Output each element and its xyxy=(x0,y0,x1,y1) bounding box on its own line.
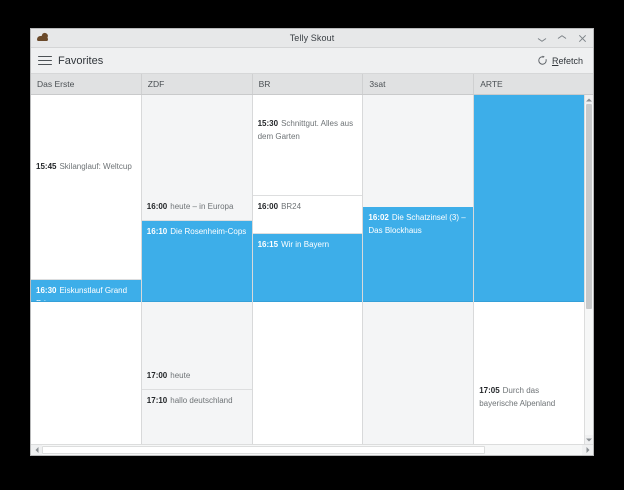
scroll-right-arrow[interactable] xyxy=(582,445,593,455)
program-cell[interactable]: 16:00 BR24 xyxy=(252,196,363,234)
channel-header-das-erste[interactable]: Das Erste xyxy=(31,74,141,94)
channel-name: Das Erste xyxy=(37,79,75,89)
vertical-scrollbar[interactable] xyxy=(584,95,593,444)
program-title: Eiskunstlauf Grand Prix xyxy=(36,286,128,301)
channel-name: 3sat xyxy=(369,79,386,89)
program-time: 17:10 xyxy=(146,396,168,405)
program-cell[interactable]: 17:10 hallo deutschland xyxy=(142,390,252,444)
program-title: BR24 xyxy=(281,202,302,211)
program-title: Durch das bayerische Alpenland xyxy=(479,386,556,408)
program-time: 16:15 xyxy=(257,240,279,249)
program-title: hallo deutschland xyxy=(170,396,233,405)
program-title: heute xyxy=(170,371,191,380)
program-time: 17:00 xyxy=(146,371,168,380)
program-cell[interactable] xyxy=(31,406,141,444)
horizontal-scroll-thumb[interactable] xyxy=(42,446,485,454)
program-title: Die Rosenheim-Cops xyxy=(170,227,247,236)
channel-header-3sat[interactable]: 3sat xyxy=(362,74,473,94)
tv-antenna-icon xyxy=(35,30,51,46)
program-time: 16:30 xyxy=(36,286,57,295)
refetch-label-rest: efetch xyxy=(558,55,583,66)
channel-header-row: Das Erste ZDF BR 3sat ARTE xyxy=(31,74,593,95)
channel-column-3sat: 16:02 Die Schatzinsel (3) – Das Blockhaus xyxy=(362,95,474,444)
channel-name: ZDF xyxy=(147,79,165,89)
main-toolbar: Favorites Refetch xyxy=(31,48,593,74)
program-title: Wir in Bayern xyxy=(281,240,330,249)
channel-header-arte[interactable]: ARTE xyxy=(473,74,584,94)
vertical-scroll-thumb[interactable] xyxy=(586,104,592,310)
program-cell[interactable] xyxy=(474,95,584,302)
program-title: heute – in Europa xyxy=(170,202,234,211)
hamburger-menu-icon[interactable] xyxy=(38,55,52,67)
program-title: Schnittgut. Alles aus dem Garten xyxy=(257,119,354,141)
program-cell[interactable]: 16:00 heute – in Europa xyxy=(141,196,252,221)
application-window: Telly Skout Favorites Refetch Das Erste … xyxy=(30,28,594,456)
channel-column-arte: 17:05 Durch das bayerische Alpenland xyxy=(473,95,584,444)
refetch-button[interactable]: Refetch xyxy=(534,53,586,68)
channel-column-das-erste: 15:45 Skilanglauf: Weltcup 16:30 Eiskunstl… xyxy=(31,95,141,444)
refetch-accel-letter: R xyxy=(551,55,559,66)
program-cell[interactable]: 17:00 heute xyxy=(141,365,252,390)
program-time: 16:02 xyxy=(368,213,389,222)
channel-column-zdf: 16:00 heute – in Europa 16:10 Die Rosenhei… xyxy=(140,95,252,444)
program-cell[interactable]: 16:10 Die Rosenheim-Cops xyxy=(141,221,252,302)
program-time: 16:00 xyxy=(257,202,279,211)
channel-header-zdf[interactable]: ZDF xyxy=(140,74,252,94)
program-cell[interactable]: 15:45 Skilanglauf: Weltcup xyxy=(31,156,141,280)
scroll-down-arrow[interactable] xyxy=(585,435,593,444)
program-title: Skilanglauf: Weltcup xyxy=(59,162,132,171)
window-titlebar[interactable]: Telly Skout xyxy=(31,29,593,48)
channel-name: ARTE xyxy=(480,79,503,89)
channel-columns: 15:45 Skilanglauf: Weltcup 16:30 Eiskunstl… xyxy=(31,95,584,444)
program-time: 17:05 xyxy=(479,386,500,395)
scroll-left-arrow[interactable] xyxy=(31,445,42,455)
program-title: Die Schatzinsel (3) – Das Blockhaus xyxy=(368,213,466,235)
program-time: 16:10 xyxy=(146,227,168,236)
maximize-button[interactable] xyxy=(557,33,568,44)
horizontal-scroll-track[interactable] xyxy=(42,445,582,455)
refresh-icon xyxy=(538,55,547,65)
program-cell[interactable]: 15:30 Schnittgut. Alles aus dem Garten xyxy=(252,113,363,196)
program-cell[interactable]: 17:05 Durch das bayerische Alpenland xyxy=(474,380,584,444)
program-time: 15:30 xyxy=(257,119,279,128)
page-title: Favorites xyxy=(58,54,104,67)
channel-name: BR xyxy=(258,79,271,89)
horizontal-scrollbar[interactable] xyxy=(31,444,593,455)
program-time: 16:00 xyxy=(146,202,168,211)
channel-header-br[interactable]: BR xyxy=(251,74,363,94)
program-guide-grid: 15:45 Skilanglauf: Weltcup 16:30 Eiskunstl… xyxy=(31,95,593,444)
program-cell[interactable]: 16:02 Die Schatzinsel (3) – Das Blockhaus xyxy=(363,207,474,302)
vertical-scroll-track[interactable] xyxy=(585,104,593,435)
scroll-up-arrow[interactable] xyxy=(585,95,593,104)
minimize-button[interactable] xyxy=(537,33,548,44)
refetch-label: Refetch xyxy=(552,56,583,66)
window-title: Telly Skout xyxy=(289,33,335,43)
program-cell[interactable]: 16:15 Wir in Bayern xyxy=(252,234,363,302)
program-time: 15:45 xyxy=(36,162,57,171)
close-button[interactable] xyxy=(577,33,588,44)
window-controls xyxy=(537,33,588,44)
channel-column-br: 15:30 Schnittgut. Alles aus dem Garten 16… xyxy=(251,95,363,444)
